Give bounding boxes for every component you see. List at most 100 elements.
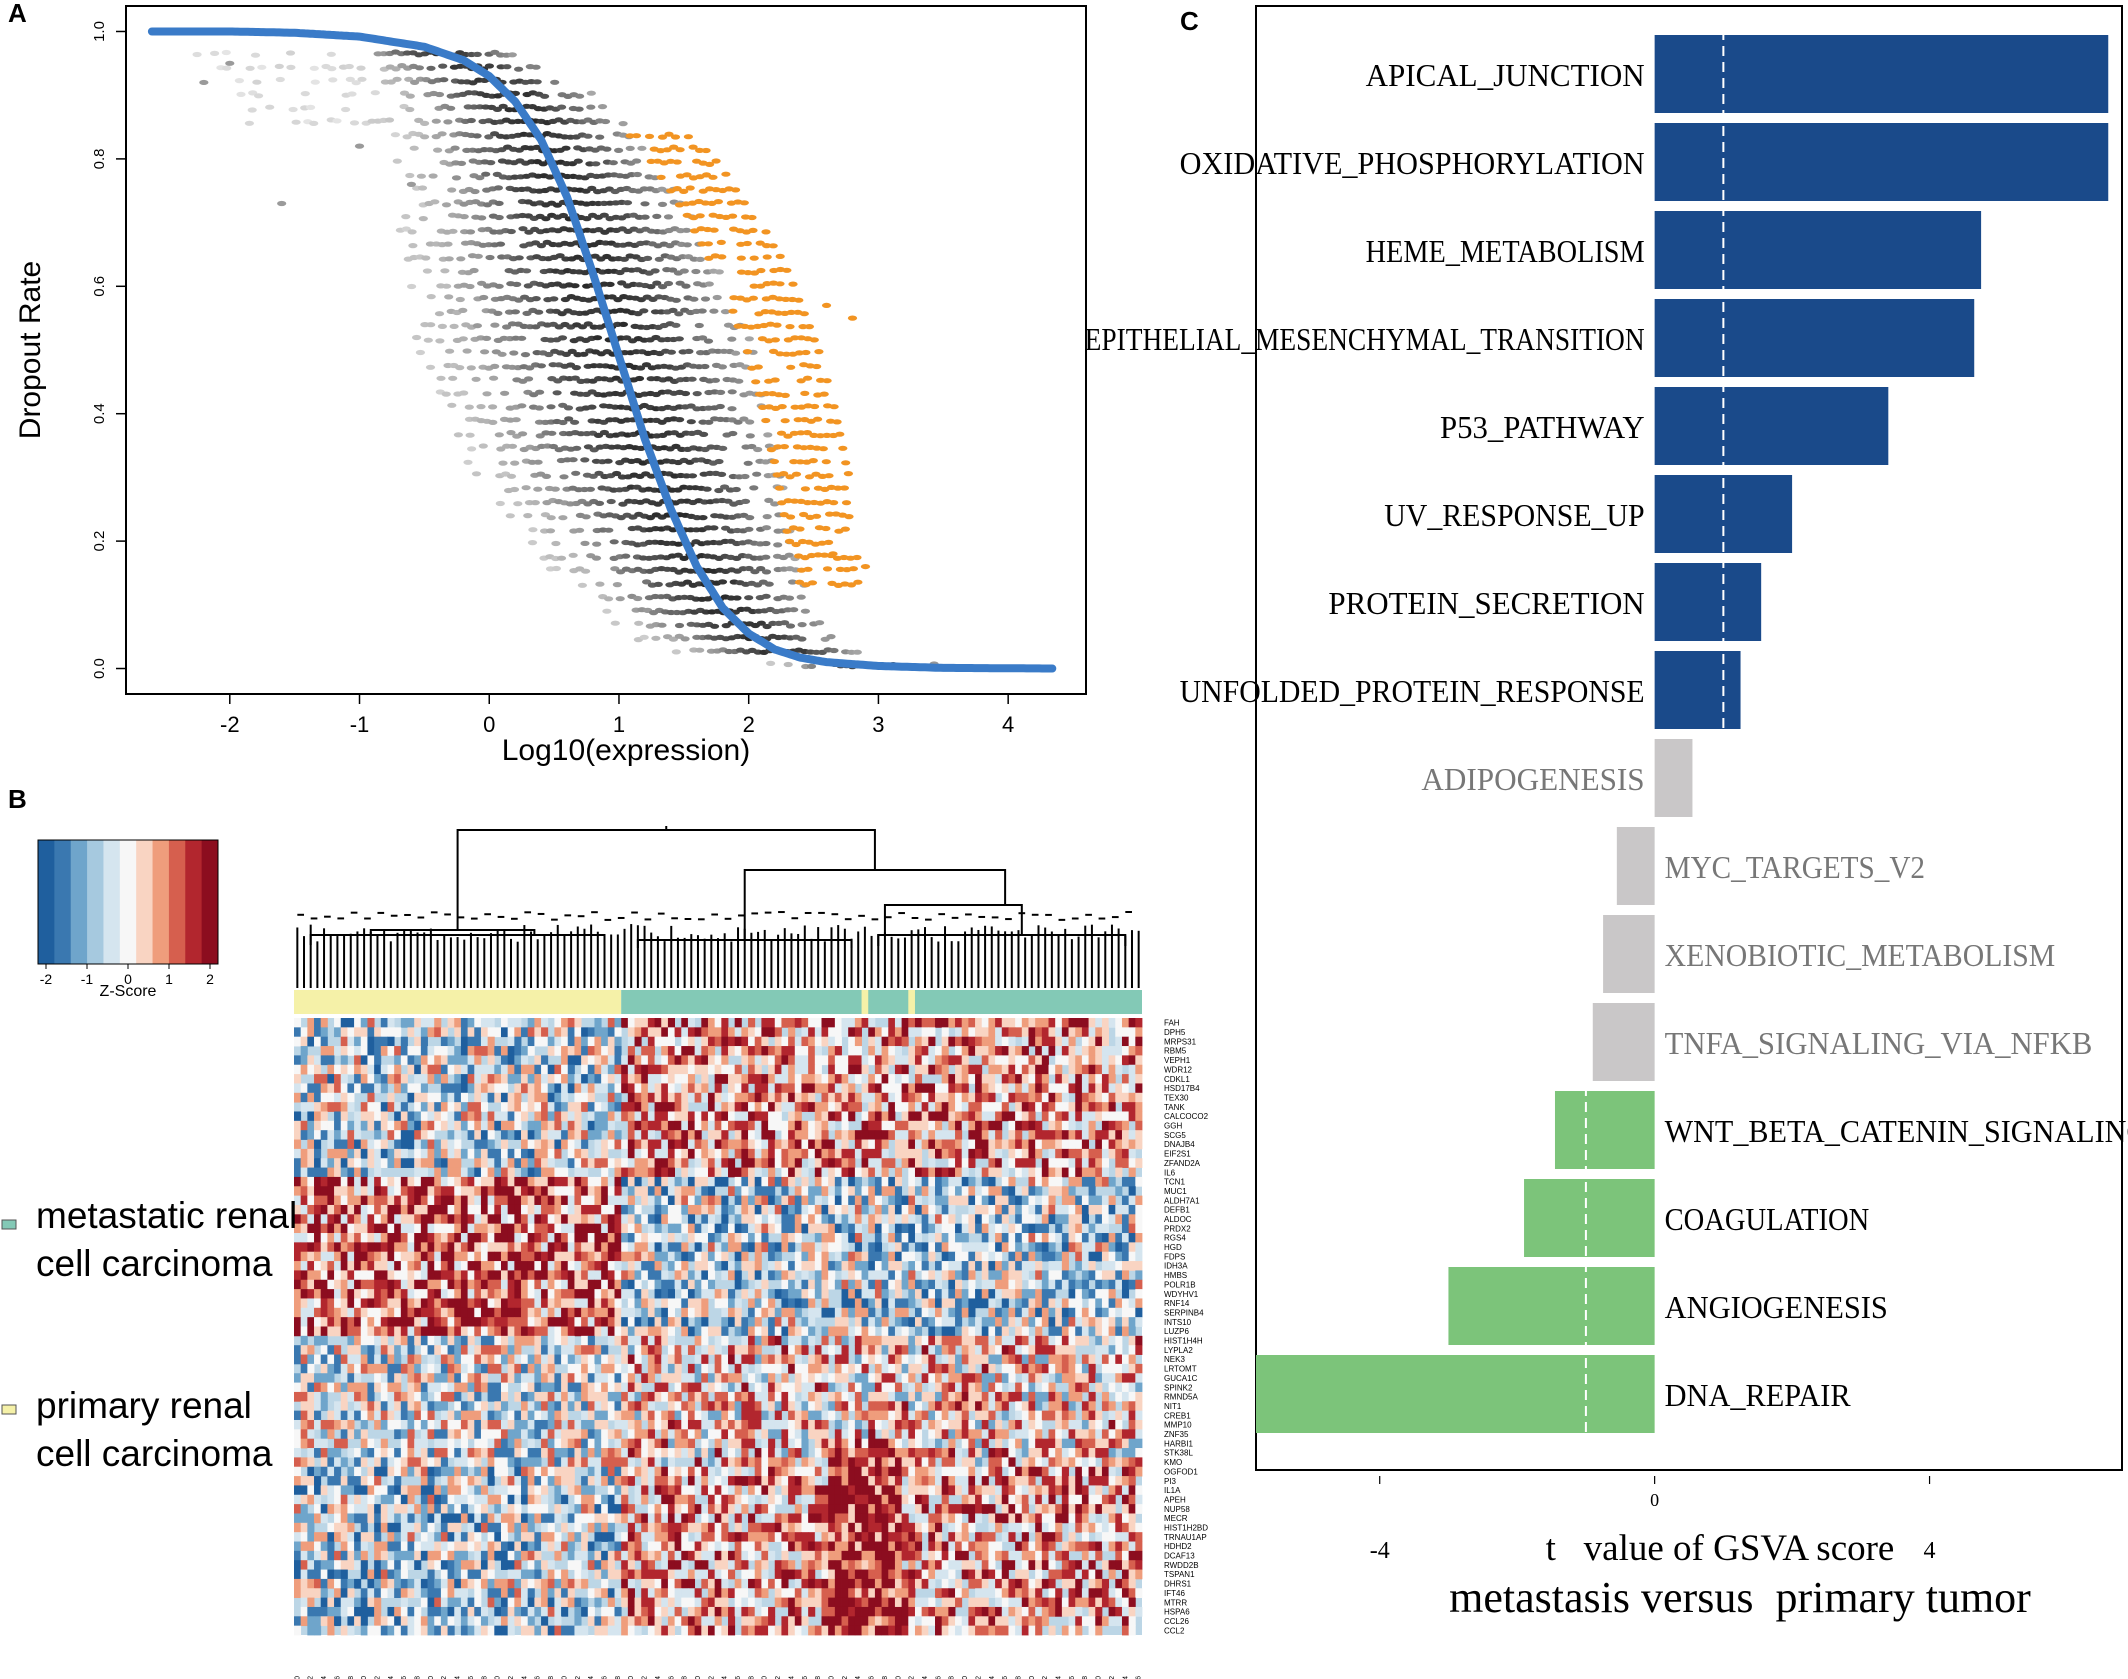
- heatmap-cell: [614, 1186, 622, 1197]
- data-point: [531, 64, 541, 70]
- heatmap-cell: [1008, 1046, 1016, 1056]
- heatmap-cell: [707, 1130, 716, 1140]
- heatmap-cell: [908, 1223, 916, 1234]
- heatmap-cell: [968, 1046, 976, 1056]
- heatmap-cell: [434, 1027, 442, 1038]
- heatmap-cell: [340, 1130, 348, 1140]
- heatmap-cell: [674, 1186, 682, 1197]
- data-point: [490, 322, 500, 328]
- heatmap-cell: [948, 1120, 956, 1131]
- heatmap-cell: [955, 1092, 963, 1103]
- heatmap-cell: [674, 1074, 682, 1084]
- heatmap-cell: [614, 1195, 622, 1206]
- heatmap-cell: [741, 1242, 749, 1253]
- heatmap-cell: [935, 1214, 943, 1225]
- heatmap-cell: [434, 1186, 442, 1197]
- heatmap-cell: [714, 1167, 722, 1178]
- data-point: [684, 348, 694, 354]
- heatmap-cell: [948, 1083, 956, 1094]
- data-point: [423, 337, 433, 343]
- dendrogram-branch: [309, 934, 606, 945]
- heatmap-cell: [300, 1186, 308, 1197]
- heatmap-cell: [327, 1158, 335, 1168]
- heatmap-cell: [928, 1036, 936, 1047]
- data-point: [448, 375, 458, 381]
- heatmap-cell: [454, 1018, 462, 1028]
- heatmap-cell: [581, 1176, 589, 1187]
- heatmap-cell: [828, 1186, 836, 1197]
- heatmap-cell: [935, 1176, 943, 1187]
- heatmap-cell: [1068, 1148, 1076, 1159]
- data-point: [447, 187, 457, 193]
- heatmap-cell: [1028, 1074, 1036, 1084]
- heatmap-cell: [995, 1036, 1003, 1047]
- data-point: [349, 120, 360, 126]
- data-point: [643, 255, 653, 261]
- heatmap-cell: [627, 1214, 635, 1225]
- data-point: [636, 365, 646, 371]
- heatmap-cell: [394, 1111, 402, 1122]
- heatmap-cell: [961, 1176, 969, 1187]
- data-point: [332, 118, 342, 124]
- heatmap-cell: [1135, 1102, 1143, 1112]
- data-point: [692, 391, 702, 397]
- heatmap-cell: [334, 1214, 342, 1225]
- heatmap-cell: [567, 1195, 575, 1206]
- heatmap-cell: [714, 1083, 722, 1094]
- heatmap-cell: [561, 1242, 569, 1253]
- heatmap-cell: [754, 1233, 762, 1243]
- heatmap-cell: [554, 1242, 562, 1253]
- heatmap-cell: [721, 1018, 729, 1028]
- heatmap-cell: [687, 1204, 696, 1215]
- heatmap-cell: [480, 1233, 489, 1243]
- heatmap-cell: [1068, 1046, 1076, 1056]
- highlight-point: [852, 554, 862, 561]
- heatmap-cell: [300, 1242, 308, 1253]
- heatmap-cell: [881, 1046, 889, 1056]
- heatmap-cell: [661, 1130, 669, 1140]
- heatmap-cell: [1008, 1148, 1016, 1159]
- heatmap-cell: [774, 1242, 782, 1253]
- heatmap-cell: [921, 1036, 929, 1047]
- heatmap-cell: [374, 1167, 382, 1178]
- data-point: [714, 487, 724, 494]
- heatmap-cell: [701, 1111, 709, 1122]
- data-point: [192, 51, 202, 58]
- heatmap-cell: [1128, 1064, 1136, 1075]
- heatmap-cell: [701, 1158, 709, 1168]
- heatmap-cell: [447, 1214, 455, 1225]
- data-point: [556, 555, 567, 561]
- heatmap-cell: [874, 1130, 882, 1140]
- heatmap-cell: [400, 1176, 408, 1187]
- data-point: [401, 214, 411, 220]
- heatmap-cell: [814, 1064, 822, 1075]
- heatmap-cell: [320, 1074, 328, 1084]
- heatmap-cell: [928, 1158, 936, 1168]
- data-point: [509, 350, 519, 356]
- highlight-point: [675, 147, 685, 153]
- legend-color-step: [70, 840, 88, 964]
- data-point: [581, 514, 591, 520]
- heatmap-cell: [367, 1148, 375, 1159]
- heatmap-cell: [948, 1186, 956, 1197]
- data-point: [610, 566, 620, 572]
- heatmap-cell: [327, 1046, 335, 1056]
- heatmap-cell: [334, 1102, 342, 1112]
- heatmap-cell: [641, 1120, 649, 1131]
- highlight-point: [761, 229, 771, 235]
- heatmap-cell: [647, 1064, 655, 1075]
- heatmap-cell: [814, 1083, 822, 1094]
- x-tick-label: -2: [220, 712, 240, 737]
- heatmap-cell: [841, 1204, 849, 1215]
- data-point: [773, 542, 783, 548]
- heatmap-cell: [788, 1167, 796, 1178]
- heatmap-cell: [761, 1120, 769, 1131]
- heatmap-cell: [634, 1167, 642, 1178]
- heatmap-cell: [1055, 1214, 1063, 1225]
- heatmap-cell: [1055, 1111, 1063, 1122]
- heatmap-cell: [1008, 1018, 1016, 1028]
- heatmap-cell: [955, 1102, 963, 1112]
- heatmap-cell: [367, 1233, 375, 1243]
- heatmap-cell: [734, 1195, 742, 1206]
- heatmap-cell: [647, 1139, 655, 1150]
